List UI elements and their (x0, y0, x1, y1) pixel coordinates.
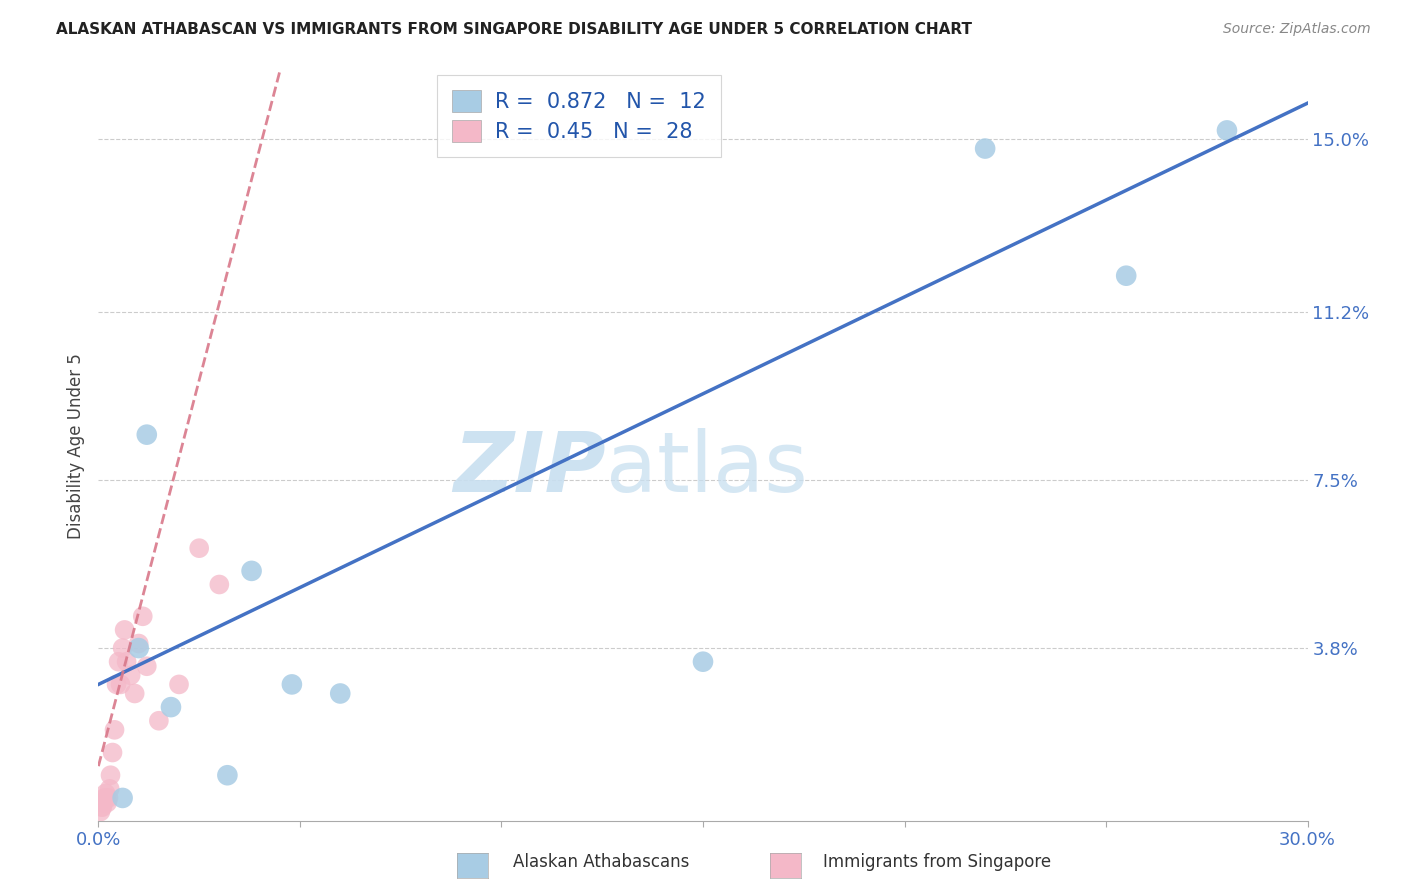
Point (111, 641, 134, 656)
Point (208, 577, 231, 591)
Point (120, 668, 142, 682)
Y-axis label: Disability Age Under 5: Disability Age Under 5 (66, 353, 84, 539)
Point (329, 686, 352, 700)
Point (110, 677, 132, 691)
Text: ZIP: ZIP (454, 428, 606, 509)
Point (96, 796, 118, 810)
Point (111, 791, 134, 805)
Point (94, 786, 117, 800)
Text: Immigrants from Singapore: Immigrants from Singapore (823, 853, 1050, 871)
Point (148, 714, 170, 728)
Point (128, 641, 150, 656)
Point (135, 659, 157, 673)
Text: ALASKAN ATHABASCAN VS IMMIGRANTS FROM SINGAPORE DISABILITY AGE UNDER 5 CORRELATI: ALASKAN ATHABASCAN VS IMMIGRANTS FROM SI… (56, 22, 972, 37)
Point (91, 796, 114, 810)
Point (281, 677, 304, 691)
Point (132, 609, 155, 624)
Point (101, 746, 124, 760)
Point (160, 700, 183, 714)
Point (91, 800, 114, 814)
Text: atlas: atlas (606, 428, 808, 509)
Text: Source: ZipAtlas.com: Source: ZipAtlas.com (1223, 22, 1371, 37)
Legend: R =  0.872   N =  12, R =  0.45   N =  28: R = 0.872 N = 12, R = 0.45 N = 28 (437, 75, 721, 157)
Point (188, 541, 211, 556)
Point (96, 791, 118, 805)
Point (128, 636, 150, 650)
Point (124, 686, 146, 700)
Point (167, 677, 190, 691)
Point (90, 800, 112, 814)
Point (1216, 123, 1239, 137)
Point (115, 655, 138, 669)
Point (1115, 268, 1137, 283)
Point (692, 655, 714, 669)
Point (100, 768, 122, 782)
Point (89, 805, 111, 819)
Text: Alaskan Athabascans: Alaskan Athabascans (513, 853, 689, 871)
Point (240, 564, 263, 578)
Point (97, 791, 120, 805)
Point (114, 623, 136, 637)
Point (105, 677, 128, 691)
Point (135, 427, 157, 442)
Point (974, 142, 997, 156)
Point (93, 791, 115, 805)
Point (217, 768, 239, 782)
Point (107, 655, 129, 669)
Point (103, 723, 125, 737)
Point (98, 781, 121, 796)
